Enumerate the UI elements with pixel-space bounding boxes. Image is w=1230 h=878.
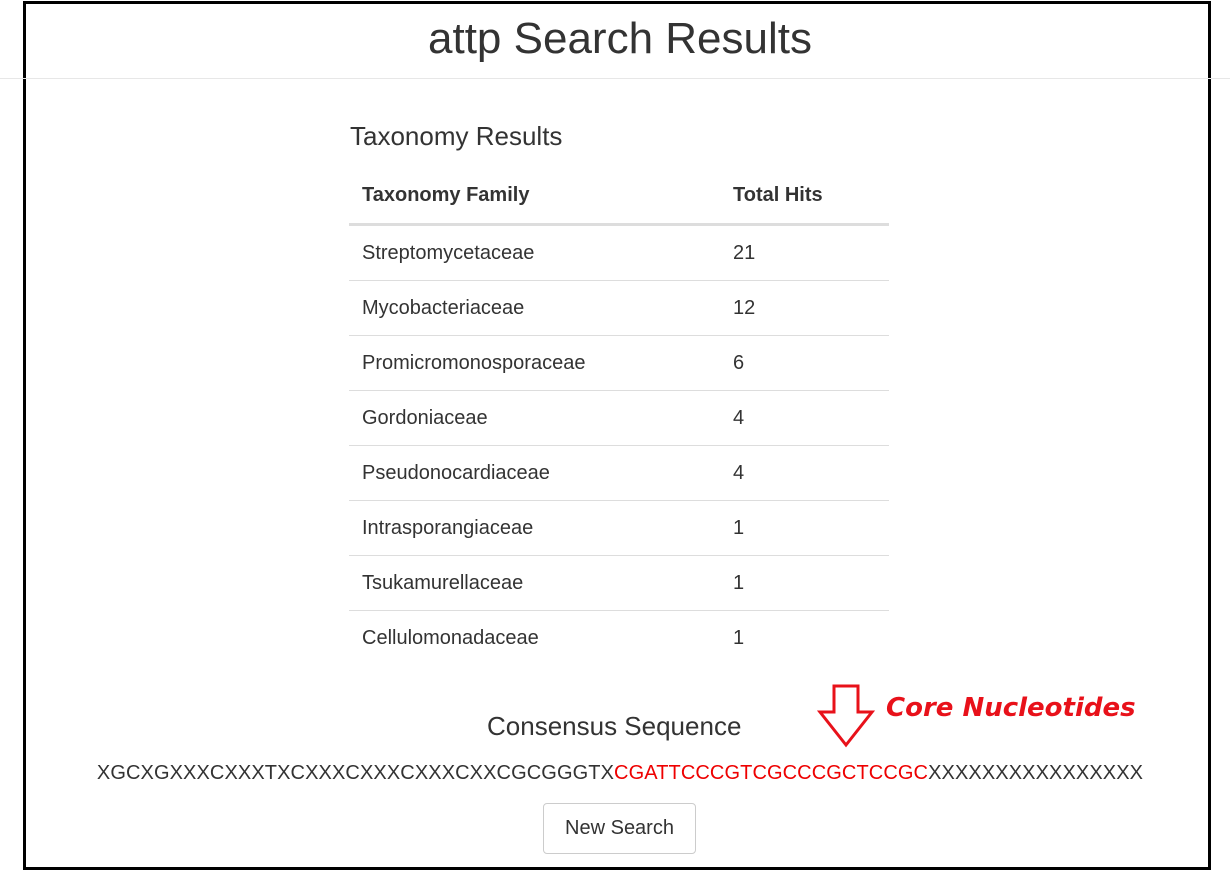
family-cell: Streptomycetaceae [362,241,535,264]
hits-cell: 12 [720,280,889,336]
sequence-suffix: XXXXXXXXXXXXXXXX [928,762,1144,784]
family-cell: Intrasporangiaceae [349,500,720,556]
table-row: Gordoniaceae 4 [349,390,889,446]
hits-cell: 21 [733,241,756,264]
hits-cell: 6 [720,335,889,391]
table-row: Streptomycetaceae 21 [349,225,889,281]
family-cell: Promicromonosporaceae [349,335,720,391]
hits-cell: 4 [720,390,889,446]
hits-cell: 1 [720,610,889,665]
sequence-prefix: XGCXGXXXCXXXTXCXXXCXXXCXXXCXXCGCGGGTX [96,762,615,784]
header-divider [0,78,1230,79]
family-cell: Cellulomonadaceae [349,610,720,665]
family-cell: Mycobacteriaceae [349,280,720,336]
table-row: Mycobacteriaceae 12 [349,280,889,336]
core-nucleotides-label: Core Nucleotides [886,693,1136,723]
table-row: Promicromonosporaceae 6 [349,335,889,391]
consensus-sequence: XGCXGXXXCXXXTXCXXXCXXXCXXXCXXCGCGGGTXCGA… [0,762,1230,785]
table-row: Tsukamurellaceae 1 [349,555,889,611]
new-search-button[interactable]: New Search [543,803,696,854]
page-title: attp Search Results [428,14,812,63]
taxonomy-table: Taxonomy Family Total Hits Streptomyceta… [349,168,889,665]
family-cell: Pseudonocardiaceae [349,445,720,501]
table-row: Cellulomonadaceae 1 [349,610,889,665]
table-row: Intrasporangiaceae 1 [349,500,889,556]
family-cell: Tsukamurellaceae [349,555,720,611]
family-cell: Gordoniaceae [349,390,720,446]
table-header-row: Taxonomy Family Total Hits [349,168,889,226]
hits-cell: 1 [720,500,889,556]
sequence-core: CGATTCCCGTCGCCCGCTCCGC [614,762,929,784]
consensus-sequence-title: Consensus Sequence [487,711,742,741]
table-row: Pseudonocardiaceae 4 [349,445,889,501]
hits-cell: 4 [720,445,889,501]
column-header-family: Taxonomy Family [349,168,720,226]
taxonomy-results-title: Taxonomy Results [350,121,563,151]
hits-cell: 1 [720,555,889,611]
down-arrow-icon [817,684,875,748]
column-header-hits: Total Hits [720,168,889,226]
